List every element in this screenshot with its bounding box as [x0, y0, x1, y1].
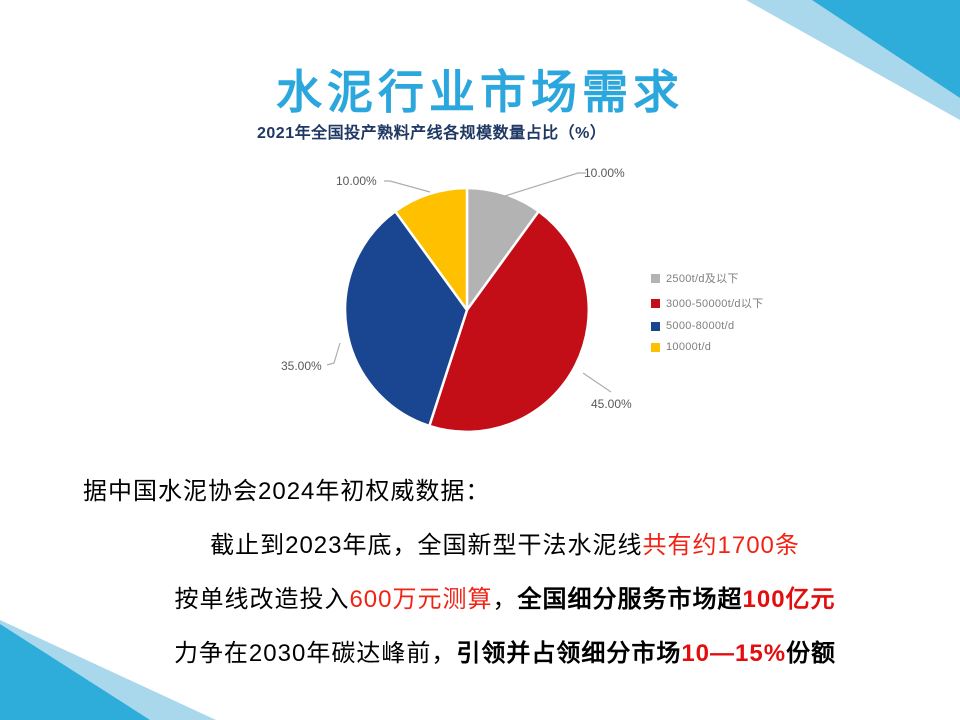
body-line-3-black-1: 按单线改造投入	[174, 586, 350, 613]
body-line-4: 力争在2030年碳达峰前，引领并占领细分市场10—15%份额	[50, 639, 960, 669]
body-line-3-comma: ，	[492, 586, 518, 613]
body-line-2-black: 截止到2023年底，全国新型干法水泥线	[210, 532, 643, 559]
pie-chart	[343, 186, 591, 434]
body-line-1: 据中国水泥协会2024年初权威数据：	[50, 477, 960, 507]
body-line-3-red-bold: 100亿元	[742, 586, 836, 613]
body-line-3: 按单线改造投入600万元测算，全国细分服务市场超100亿元	[50, 585, 960, 615]
legend-swatch-gray	[651, 273, 660, 283]
legend-label: 10000t/d	[666, 341, 712, 353]
chart-legend: 2500t/d及以下 3000-50000t/d以下 5000-8000t/d …	[651, 270, 763, 362]
pie-label-3000-50000td: 45.00%	[591, 397, 632, 411]
pie-label-2500td: 10.00%	[584, 166, 625, 180]
legend-label: 3000-50000t/d以下	[666, 298, 764, 310]
legend-label: 2500t/d及以下	[666, 273, 739, 285]
legend-swatch-red	[651, 298, 660, 308]
legend-item-10000td: 10000t/d	[651, 341, 763, 353]
pie-slice-3000-50000td	[428, 210, 591, 434]
pie-label-10000td: 10.00%	[336, 174, 377, 188]
legend-swatch-blue	[651, 321, 660, 331]
body-line-4-black-1: 力争在2030年碳达峰前，	[173, 640, 457, 667]
legend-swatch-yellow	[651, 342, 660, 352]
body-line-3-black-bold: 全国细分服务市场超	[517, 586, 743, 613]
body-line-4-black-bold-2: 份额	[786, 640, 837, 667]
slide-title: 水泥行业市场需求	[276, 66, 684, 118]
body-line-3-red-1: 600万元测算	[349, 586, 493, 613]
body-line-2-red: 共有约1700条	[642, 532, 800, 559]
pie-slice-2500td-and-below	[465, 186, 540, 312]
legend-label: 5000-8000t/d	[666, 320, 735, 332]
body-text-block: 据中国水泥协会2024年初权威数据： 截止到2023年底，全国新型干法水泥线共有…	[50, 477, 960, 693]
chart-title: 2021年全国投产熟料产线各规模数量占比（%）	[257, 125, 607, 142]
legend-item-5000-8000td: 5000-8000t/d	[651, 320, 763, 332]
legend-item-2500td-and-below: 2500t/d及以下	[651, 270, 763, 286]
legend-item-3000-50000td: 3000-50000t/d以下	[651, 295, 763, 311]
body-line-4-black-bold-1: 引领并占领细分市场	[456, 640, 682, 667]
pie-label-5000-8000td: 35.00%	[281, 359, 322, 373]
body-line-1-text: 据中国水泥协会2024年初权威数据：	[83, 478, 491, 505]
body-line-4-red-bold: 10—15%	[681, 640, 787, 667]
pie-slice-10000td	[394, 186, 469, 312]
body-line-2: 截止到2023年底，全国新型干法水泥线共有约1700条	[50, 531, 960, 561]
pie-slice-5000-8000td	[343, 210, 469, 428]
